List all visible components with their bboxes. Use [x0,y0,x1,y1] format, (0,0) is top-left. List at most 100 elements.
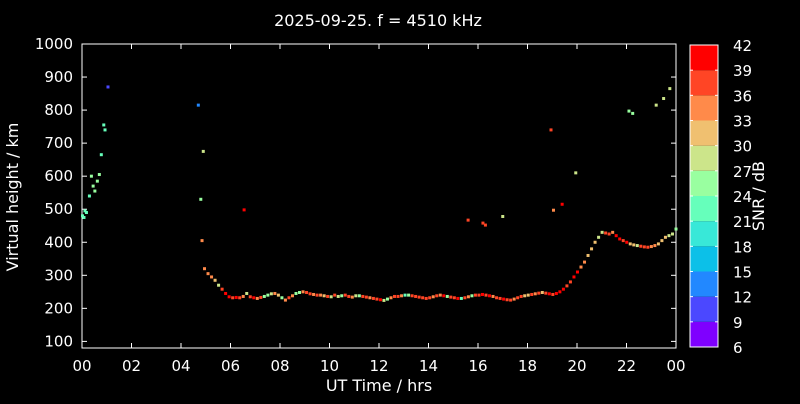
x-tick-label: 14 [419,357,438,375]
data-point [290,294,294,298]
data-point [414,294,418,298]
y-tick-label: 1000 [35,35,73,53]
data-point [93,189,97,193]
data-point [84,211,88,215]
data-point [421,296,425,300]
data-point [343,293,347,297]
data-point [442,294,446,298]
data-point [611,230,615,234]
data-point [361,294,365,298]
data-point [501,214,505,218]
colorbar-tick-label: 21 [733,213,752,231]
data-point [255,296,259,300]
data-point [438,293,442,297]
x-tick-label: 22 [617,357,636,375]
colorbar-bin [690,221,718,247]
data-point [417,295,421,299]
data-point [554,291,558,295]
data-point [537,291,541,295]
colorbar-tick-label: 30 [733,138,752,156]
data-point [364,295,368,299]
data-point [269,292,273,296]
data-point [396,294,400,298]
data-point [646,245,650,249]
data-point [667,234,671,238]
data-point [558,290,562,294]
colorbar-bin [690,246,718,272]
data-point [607,232,611,236]
colorbar-tick-label: 36 [733,87,752,105]
data-point [560,202,564,206]
data-point [445,294,449,298]
y-tick-label: 700 [44,134,73,152]
colorbar-bin [690,271,718,297]
data-point [431,295,435,299]
colorbar-bin [690,196,718,222]
data-point [470,294,474,298]
data-point [238,296,242,300]
data-point [483,223,487,227]
data-point [231,296,235,300]
data-point [224,291,228,295]
data-point [97,173,101,177]
data-point [312,292,316,296]
data-point [301,290,305,294]
data-point [604,231,608,235]
data-point [329,295,333,299]
data-point [248,295,252,299]
data-point [551,292,555,296]
data-point [89,174,93,178]
data-point [662,97,666,101]
data-point [203,267,207,271]
data-point [393,294,397,298]
data-point [565,284,569,288]
data-point [509,298,513,302]
data-point [481,221,485,225]
data-point [631,111,635,115]
data-point [466,295,470,299]
x-tick-label: 10 [320,357,339,375]
data-point [614,234,618,238]
colorbar-bin [690,296,718,322]
data-point [574,171,578,175]
data-point [495,296,499,300]
data-point [252,296,256,300]
data-point [459,296,463,300]
data-point [294,291,298,295]
data-point [586,253,590,257]
colorbar-tick-label: 15 [733,264,752,282]
data-point [600,230,604,234]
data-point [106,85,110,89]
data-point [449,295,453,299]
x-tick-label: 00 [72,357,91,375]
data-point [206,272,210,276]
data-point [583,260,587,264]
data-point [519,294,523,298]
data-point [259,295,263,299]
data-point [547,292,551,296]
data-point [456,296,460,300]
data-point [618,237,622,241]
y-tick-label: 500 [44,200,73,218]
data-point [654,103,658,107]
data-point [642,245,646,249]
y-tick-label: 300 [44,266,73,284]
colorbar-bin [690,120,718,146]
data-point [549,128,553,132]
data-point [463,296,467,300]
data-point [473,293,477,297]
data-point [512,297,516,301]
data-point [210,275,214,279]
data-point [385,297,389,301]
data-point [403,293,407,297]
data-point [287,296,291,300]
data-point [305,290,309,294]
data-point [347,294,351,298]
data-point [382,298,386,302]
data-point [523,294,527,298]
data-point [568,280,572,284]
x-tick-label: 04 [171,357,190,375]
data-point [276,293,280,297]
colorbar-tick-label: 27 [733,163,752,181]
